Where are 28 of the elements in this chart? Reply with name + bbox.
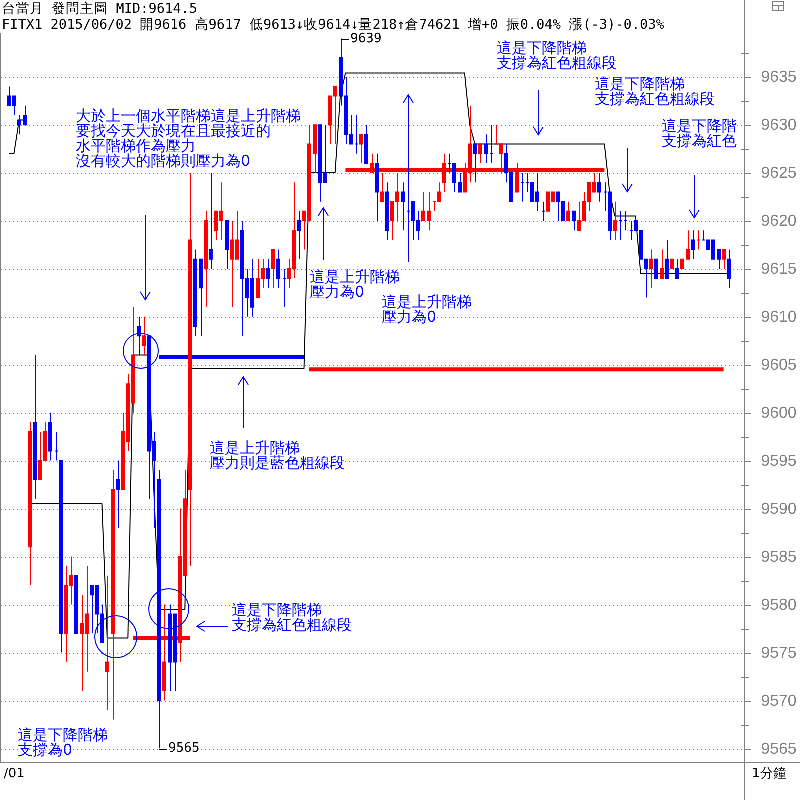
y-tick-label: 9590 (761, 501, 797, 518)
chart-title: 台當月 發問主圖 MID:9614.5 (2, 1, 198, 17)
annotation: 沒有較大的階梯則壓力為0 (76, 152, 251, 170)
annotation: 支撐為0 (18, 741, 73, 760)
y-tick-label: 9615 (761, 261, 797, 278)
chart-subtitle: FITX1 2015/06/02 開9616 高9617 低9613↓收9614↓量218↑倉74621 增+0 振0.04% 漲(-3)-0.03% (2, 17, 664, 33)
y-tick-label: 9595 (761, 453, 797, 470)
annotation: 壓力則是藍色粗線段 (210, 454, 345, 472)
y-tick-label: 9605 (761, 357, 797, 374)
y-tick-label: 9585 (761, 549, 797, 566)
y-tick-label: 9575 (761, 645, 797, 662)
annotation: 支撐為紅色粗線段 (232, 616, 352, 634)
text: /01 (4, 766, 25, 782)
y-tick-label: 9635 (761, 69, 797, 86)
y-tick-label: 9625 (761, 165, 797, 182)
annotation: 支撐為紅色 (662, 132, 737, 150)
annotation: 9565 (168, 741, 200, 756)
y-tick-label: 9580 (761, 597, 797, 614)
annotation: 支撐為紅色粗線段 (595, 90, 715, 108)
y-tick-label: 9570 (761, 693, 797, 710)
y-tick-label: 9600 (761, 405, 797, 422)
y-tick-label: 9620 (761, 213, 797, 230)
y-tick-label: 9565 (761, 741, 797, 758)
y-tick-label: 9630 (761, 117, 797, 134)
annotation: 支撐為紅色粗線段 (497, 54, 617, 72)
text: 1分鐘 (752, 766, 786, 782)
y-tick-label: 9610 (761, 309, 797, 326)
annotation: 9639 (350, 31, 382, 46)
